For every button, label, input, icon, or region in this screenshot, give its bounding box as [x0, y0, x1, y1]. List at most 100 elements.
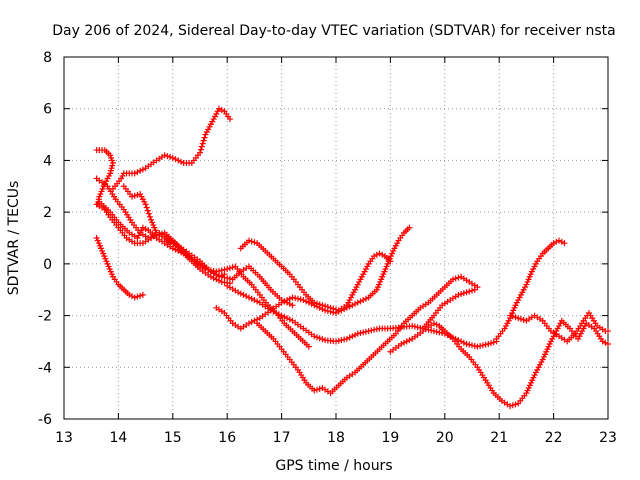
- data-point: [324, 303, 331, 310]
- data-point: [333, 338, 339, 345]
- data-point: [376, 250, 383, 257]
- data-point: [129, 193, 135, 200]
- data-point: [460, 290, 467, 297]
- data-point: [235, 289, 242, 296]
- data-point: [346, 303, 353, 310]
- data-point: [520, 316, 527, 323]
- series-track-10: [224, 282, 500, 350]
- series-track-11: [254, 273, 481, 397]
- data-point: [224, 266, 231, 273]
- data-point: [430, 328, 437, 335]
- series-track-5: [96, 198, 312, 350]
- data-point: [322, 303, 329, 310]
- data-point: [199, 140, 206, 147]
- data-point: [243, 293, 250, 300]
- data-point: [284, 299, 291, 306]
- x-axis-label: GPS time / hours: [275, 458, 392, 474]
- data-point: [201, 134, 208, 141]
- data-point: [131, 294, 138, 301]
- data-point: [218, 273, 225, 280]
- data-point: [207, 268, 214, 275]
- data-point: [308, 300, 315, 307]
- data-point: [553, 238, 560, 245]
- data-point: [349, 302, 356, 309]
- x-tick-label: 22: [545, 430, 563, 446]
- data-point: [373, 326, 380, 333]
- data-point: [455, 274, 462, 281]
- data-point: [245, 237, 252, 244]
- data-point: [177, 158, 184, 165]
- y-axis-label: SDTVAR / TECUs: [6, 181, 22, 296]
- data-point: [401, 339, 407, 346]
- data-point: [134, 293, 141, 300]
- data-point: [411, 323, 418, 330]
- data-point: [216, 272, 223, 279]
- series-track-14: [493, 237, 568, 342]
- data-point: [338, 337, 345, 344]
- data-point: [281, 298, 288, 305]
- data-point: [300, 297, 307, 304]
- data-point: [313, 300, 320, 307]
- data-point: [175, 157, 182, 164]
- data-point: [313, 334, 320, 341]
- data-point: [354, 330, 361, 337]
- data-point: [561, 240, 568, 247]
- data-point: [142, 201, 149, 208]
- data-point: [221, 274, 228, 281]
- x-tick-label: 17: [273, 430, 291, 446]
- data-point: [254, 298, 261, 305]
- data-point: [145, 235, 152, 241]
- data-point: [512, 314, 519, 321]
- data-point: [169, 154, 176, 161]
- data-point: [362, 328, 369, 335]
- data-point: [139, 291, 146, 298]
- data-point: [198, 143, 205, 150]
- series-track-9: [237, 237, 394, 314]
- series-track-15: [507, 309, 611, 345]
- data-point: [409, 322, 416, 329]
- data-point: [403, 338, 410, 345]
- data-point: [455, 291, 462, 298]
- data-point: [512, 401, 519, 408]
- data-point: [387, 258, 394, 265]
- data-point: [319, 302, 326, 309]
- data-point: [226, 275, 233, 282]
- y-tick-label: -4: [38, 360, 52, 376]
- data-point: [449, 276, 456, 283]
- data-point: [167, 153, 174, 160]
- data-point: [479, 342, 486, 349]
- data-point: [354, 299, 361, 306]
- data-point: [436, 329, 443, 336]
- y-tick-label: 4: [43, 153, 52, 169]
- data-point: [294, 295, 301, 302]
- data-point: [417, 324, 424, 331]
- data-point: [469, 342, 475, 349]
- data-point: [362, 295, 369, 302]
- data-point: [248, 238, 255, 245]
- data-point: [139, 224, 146, 231]
- data-point: [144, 207, 151, 214]
- data-point: [245, 294, 252, 301]
- data-point: [428, 327, 435, 334]
- data-point: [379, 251, 386, 258]
- x-tick-label: 19: [381, 430, 399, 446]
- x-tick-label: 20: [436, 430, 454, 446]
- data-point: [131, 192, 138, 199]
- data-point: [460, 339, 467, 346]
- axis-ticks: 13 14 15 16 17 18 19 20 21 22 23 -6 -4 -2 0 2 4 6 8: [38, 50, 617, 446]
- x-tick-label: 13: [55, 430, 73, 446]
- data-point: [197, 146, 204, 153]
- data-point: [463, 289, 470, 296]
- x-tick-label: 23: [599, 430, 617, 446]
- data-point: [349, 333, 356, 340]
- chart-title: Day 206 of 2024, Sidereal Day-to-day VTE…: [52, 23, 615, 39]
- data-point: [360, 297, 367, 304]
- data-point: [346, 334, 353, 341]
- data-point: [605, 341, 611, 348]
- data-point: [213, 271, 220, 278]
- data-point: [466, 341, 473, 348]
- data-point: [452, 275, 459, 282]
- data-point: [414, 324, 421, 331]
- data-point: [368, 327, 375, 334]
